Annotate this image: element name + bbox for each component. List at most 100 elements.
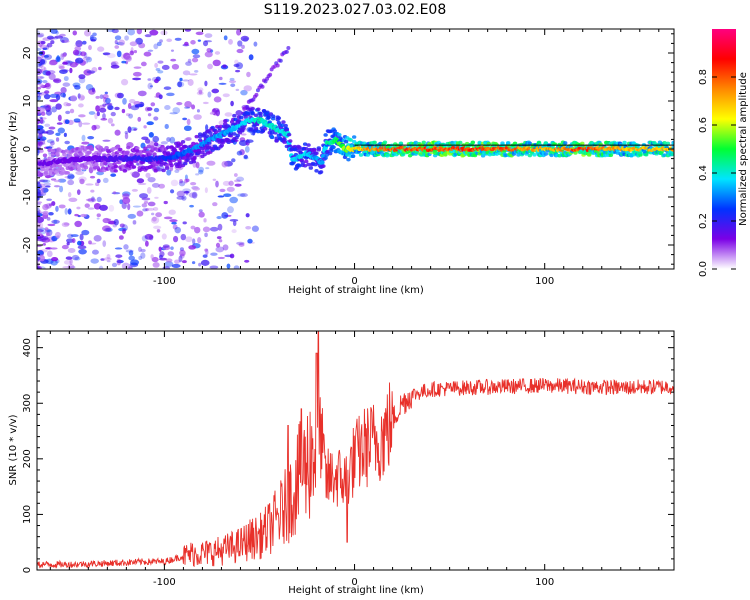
noise-blob	[188, 73, 198, 76]
ridge-halo	[217, 128, 222, 133]
noise-blob	[125, 249, 134, 253]
noise-blob	[37, 182, 42, 190]
noise-blob	[96, 217, 100, 220]
ridge-halo	[243, 115, 248, 119]
noise-blob	[206, 160, 216, 166]
noise-blob	[222, 180, 231, 186]
noise-blob	[61, 244, 69, 250]
noise-blob	[79, 178, 85, 185]
noise-blob	[66, 175, 71, 180]
noise-blob	[154, 78, 159, 84]
noise-blob	[102, 139, 111, 142]
noise-blob	[141, 235, 148, 242]
noise-blob	[37, 93, 40, 97]
noise-blob	[110, 123, 115, 127]
ridge-halo	[276, 116, 282, 120]
noise-blob	[204, 51, 213, 58]
noise-blob	[90, 258, 99, 264]
noise-blob	[185, 61, 192, 66]
noise-blob	[99, 94, 104, 100]
ridge-halo	[113, 164, 118, 169]
noise-blob	[202, 101, 209, 105]
noise-blob	[81, 122, 91, 125]
noise-blob	[102, 177, 109, 184]
y-tick-label: 0	[22, 146, 33, 152]
noise-blob	[84, 29, 91, 37]
noise-blob	[80, 213, 87, 218]
noise-blob	[177, 81, 183, 88]
ridge-halo	[129, 162, 134, 167]
ridge-halo	[239, 115, 244, 120]
noise-blob	[50, 40, 55, 45]
noise-blob	[246, 71, 251, 78]
noise-blob	[128, 266, 133, 269]
noise-blob	[57, 127, 66, 134]
noise-blob	[247, 238, 253, 244]
noise-blob	[197, 237, 202, 244]
y-tick-label: -10	[22, 189, 33, 205]
noise-blob	[242, 37, 249, 42]
ridge-halo	[267, 120, 272, 125]
noise-blob	[142, 208, 148, 212]
ridge-halo	[316, 147, 322, 152]
snr-frame	[36, 330, 675, 571]
noise-blob	[48, 126, 56, 130]
noise-blob	[132, 77, 142, 81]
noise-blob	[127, 29, 136, 36]
ridge-halo	[270, 114, 276, 119]
noise-blob	[118, 39, 126, 47]
noise-blob	[240, 193, 248, 198]
noise-blob	[39, 179, 49, 183]
ridge-halo	[43, 171, 49, 175]
noise-blob	[42, 80, 48, 84]
ridge-halo	[241, 126, 246, 131]
streak-blob	[275, 63, 280, 68]
noise-blob	[86, 56, 93, 63]
noise-blob	[176, 190, 185, 197]
noise-blob	[37, 75, 44, 80]
streak-blob	[284, 49, 289, 54]
ridge-halo	[343, 139, 349, 144]
noise-blob	[63, 39, 70, 43]
noise-blob	[92, 249, 99, 255]
ridge-halo	[177, 164, 182, 169]
noise-blob	[74, 213, 79, 217]
ridge-halo	[50, 153, 56, 157]
noise-blob	[236, 150, 243, 156]
noise-blob	[37, 211, 41, 216]
noise-blob	[74, 85, 81, 90]
noise-blob	[176, 195, 185, 200]
colorbar-label: Normalized spectral amplitude	[738, 72, 749, 226]
noise-blob	[211, 88, 220, 94]
noise-blob	[104, 227, 112, 232]
noise-blob	[45, 130, 55, 135]
noise-blob	[179, 249, 186, 257]
noise-blob	[115, 254, 123, 258]
noise-blob	[121, 108, 126, 114]
noise-blob	[89, 36, 97, 42]
noise-blob	[40, 68, 44, 73]
noise-blob	[121, 262, 131, 269]
noise-blob	[51, 106, 58, 113]
noise-blob	[51, 201, 56, 206]
noise-blob	[214, 51, 221, 55]
noise-blob	[44, 83, 51, 88]
noise-blob	[237, 193, 246, 197]
noise-blob	[159, 251, 165, 257]
ridge-halo	[67, 153, 73, 158]
ridge-halo	[586, 153, 592, 157]
noise-blob	[116, 50, 122, 58]
noise-blob	[43, 104, 52, 109]
noise-blob	[62, 82, 71, 87]
noise-blob	[240, 35, 250, 42]
noise-blob	[114, 106, 120, 111]
ridge-halo	[470, 140, 476, 145]
ridge-halo	[306, 162, 311, 167]
noise-blob	[70, 265, 76, 269]
streak-blob	[254, 92, 259, 97]
noise-blob	[215, 242, 221, 248]
noise-blob	[37, 226, 44, 230]
snr-panel: -100 0 100 0 100 200 300 400 Height of straight…	[8, 330, 675, 596]
noise-blob	[107, 117, 114, 124]
ridge-halo	[111, 146, 116, 151]
